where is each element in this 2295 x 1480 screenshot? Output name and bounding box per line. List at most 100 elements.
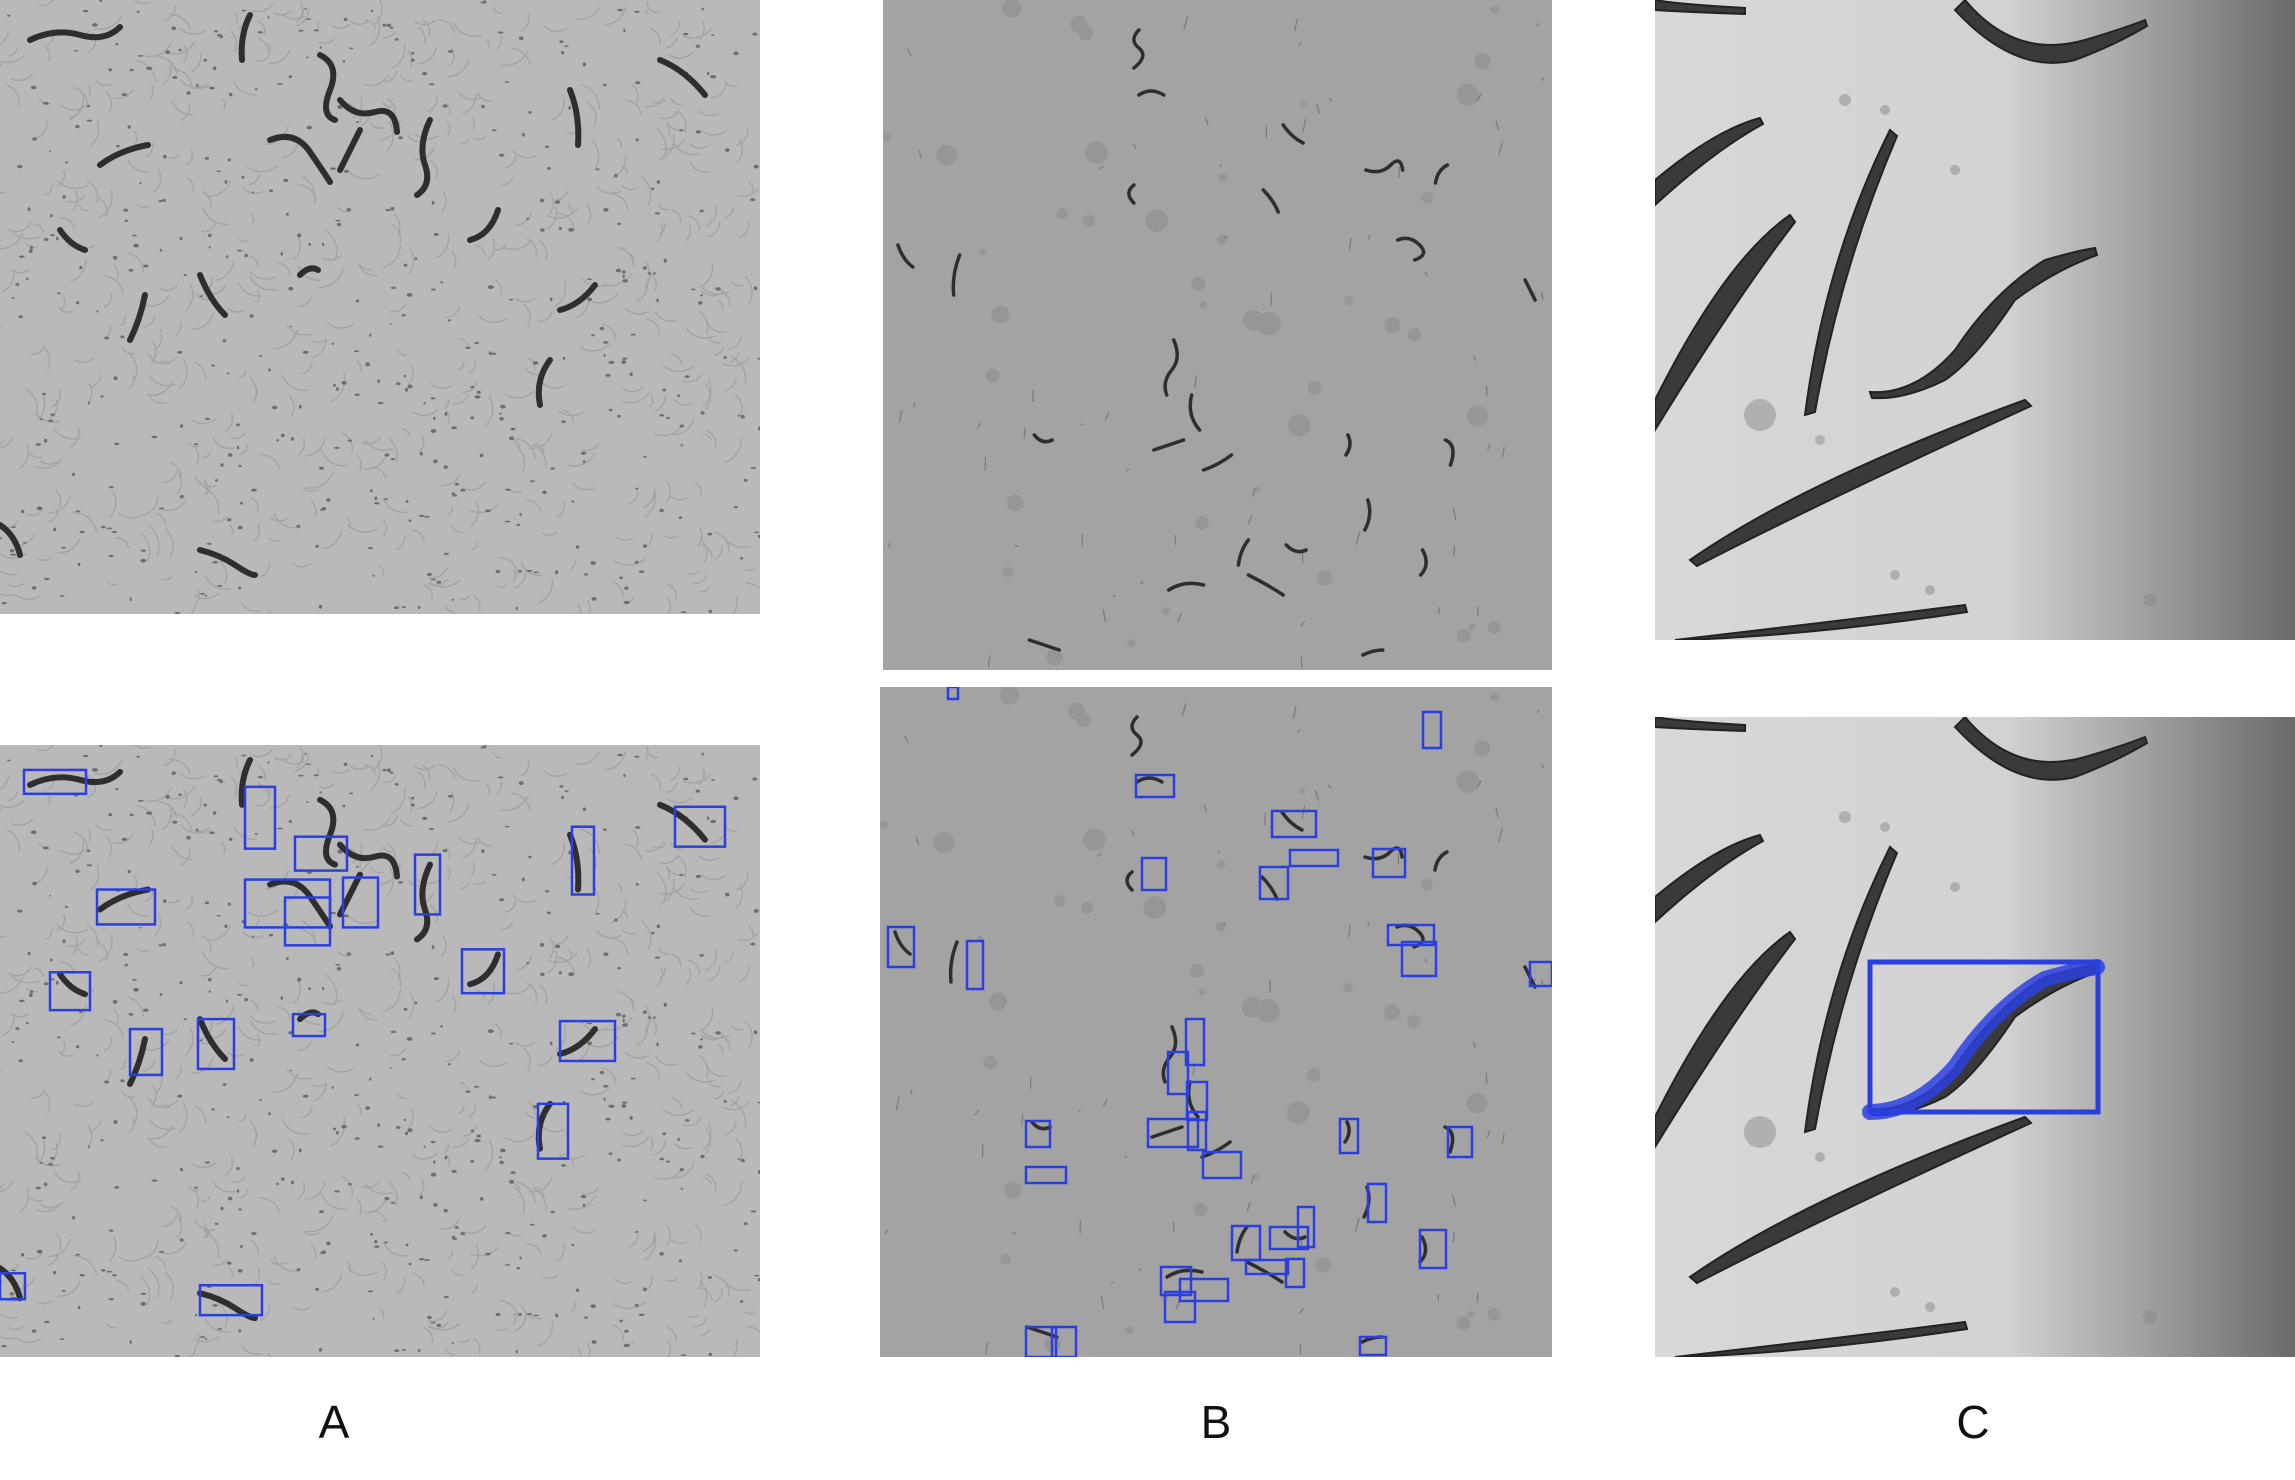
worm bbox=[1953, 0, 2149, 64]
worm bbox=[948, 940, 959, 984]
worm bbox=[1261, 188, 1280, 214]
worm-mask bbox=[1862, 959, 2105, 1120]
worm bbox=[1688, 398, 2033, 568]
worm bbox=[1418, 548, 1428, 577]
worm bbox=[1201, 453, 1234, 472]
worm bbox=[1166, 581, 1206, 592]
worm bbox=[414, 861, 433, 943]
detection-box bbox=[1163, 1290, 1197, 1324]
detection-boxes bbox=[886, 687, 1552, 1357]
worm bbox=[197, 547, 258, 578]
detection-box bbox=[413, 853, 442, 916]
worm bbox=[27, 768, 123, 788]
agar-background bbox=[0, 0, 760, 614]
worm bbox=[1152, 438, 1186, 452]
worm bbox=[337, 97, 400, 135]
worm bbox=[535, 1100, 553, 1152]
worm bbox=[1150, 1125, 1184, 1139]
panel-c-raw-image bbox=[1655, 0, 2295, 640]
detection-box bbox=[1358, 1335, 1388, 1357]
worm bbox=[1655, 930, 1797, 1149]
detection-box bbox=[886, 925, 916, 969]
worm bbox=[896, 243, 915, 269]
panel-a-detected-image bbox=[0, 745, 760, 1357]
worm bbox=[127, 292, 148, 343]
detection-box bbox=[1184, 1017, 1206, 1067]
panel-c-detected-image bbox=[1655, 717, 2295, 1357]
worm bbox=[1655, 213, 1797, 432]
detection-box bbox=[1421, 710, 1443, 750]
worm bbox=[238, 12, 253, 63]
detection-box bbox=[673, 805, 727, 848]
detection-box bbox=[1050, 1325, 1078, 1357]
worm bbox=[337, 841, 400, 880]
panel-label-c: C bbox=[1956, 1396, 1990, 1448]
worm bbox=[1135, 776, 1164, 784]
detection-box bbox=[128, 1027, 164, 1077]
worm bbox=[1343, 1120, 1351, 1144]
field-blotches bbox=[880, 687, 1501, 1353]
detection-box bbox=[1258, 865, 1290, 901]
debris-specks bbox=[0, 745, 760, 1357]
panel-b-raw-image bbox=[883, 0, 1552, 670]
detection-box bbox=[341, 876, 380, 929]
detection-box bbox=[946, 687, 960, 701]
worm bbox=[1281, 123, 1305, 145]
worm bbox=[893, 930, 912, 956]
worm bbox=[1137, 89, 1166, 97]
field-background bbox=[883, 0, 1552, 670]
detection-box bbox=[293, 835, 349, 872]
detection-box bbox=[1528, 960, 1552, 988]
worm bbox=[1655, 116, 1765, 207]
worm bbox=[951, 253, 962, 297]
detection-box bbox=[1178, 1277, 1230, 1303]
worm bbox=[1433, 163, 1450, 185]
detection-box bbox=[1366, 1182, 1388, 1224]
worm bbox=[238, 756, 253, 808]
panel-label-a: A bbox=[318, 1396, 350, 1448]
detection-box bbox=[22, 768, 88, 796]
worm bbox=[1868, 246, 2099, 400]
worm bbox=[1655, 0, 1746, 16]
worm bbox=[535, 357, 553, 408]
worm bbox=[1027, 638, 1061, 652]
detection-box bbox=[198, 1283, 264, 1317]
worm bbox=[1165, 1268, 1204, 1279]
worm bbox=[1032, 433, 1054, 444]
worm bbox=[1655, 717, 1746, 733]
detection-box bbox=[1446, 1125, 1474, 1159]
worm bbox=[1803, 128, 1899, 417]
worm bbox=[57, 227, 88, 253]
worm bbox=[337, 127, 363, 173]
worm-group bbox=[1655, 0, 2149, 640]
detection-overlay bbox=[1862, 959, 2105, 1120]
worm bbox=[1246, 573, 1285, 597]
detection-box bbox=[1270, 809, 1318, 839]
worm bbox=[267, 134, 333, 185]
worm bbox=[1030, 1120, 1052, 1131]
worm bbox=[1953, 717, 2149, 781]
worm bbox=[0, 1265, 23, 1302]
worm bbox=[657, 801, 708, 843]
detection-box bbox=[558, 1019, 617, 1063]
detection-box bbox=[0, 1272, 27, 1301]
worm bbox=[317, 796, 338, 868]
panel-label-b: B bbox=[1200, 1396, 1232, 1448]
worm bbox=[1161, 1025, 1178, 1084]
fibers bbox=[887, 8, 1545, 668]
worm bbox=[1363, 498, 1372, 532]
worm bbox=[1361, 648, 1385, 657]
worm bbox=[1688, 1115, 2033, 1285]
worm bbox=[1655, 833, 1765, 924]
worm bbox=[1130, 715, 1143, 757]
worm bbox=[1127, 183, 1136, 205]
worm bbox=[1344, 433, 1352, 457]
worm bbox=[1186, 1080, 1200, 1119]
detection-box bbox=[1400, 940, 1438, 978]
worm bbox=[1260, 875, 1279, 901]
worm bbox=[1364, 159, 1405, 174]
background-spots bbox=[1744, 811, 2157, 1324]
microscope-background bbox=[1655, 0, 2295, 640]
worm bbox=[1674, 603, 1969, 640]
detection-box bbox=[536, 1102, 570, 1160]
